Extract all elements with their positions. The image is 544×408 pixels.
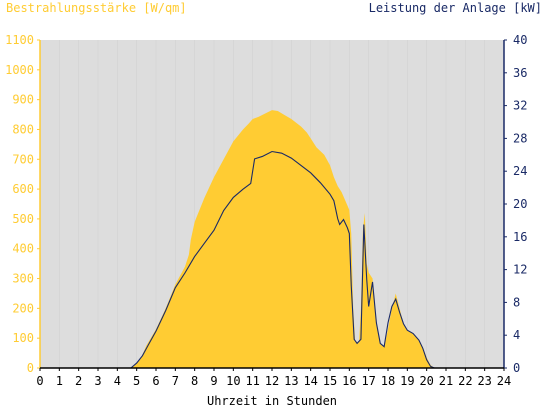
left-tick-label: 800 <box>12 122 34 136</box>
right-tick-label: 40 <box>513 33 527 47</box>
right-axis-ticks: 0 4 8 12 16 20 24 28 32 36 40 <box>504 33 527 375</box>
left-tick-label: 100 <box>12 331 34 345</box>
left-tick-label: 900 <box>12 93 34 107</box>
left-tick-label: 1100 <box>5 33 34 47</box>
left-tick-label: 200 <box>12 301 34 315</box>
x-tick-label: 10 <box>226 374 240 388</box>
left-axis-ticks: 0 100 200 300 400 500 600 700 800 900 1000 1100 <box>5 33 40 375</box>
right-tick-label: 32 <box>513 99 527 113</box>
x-tick-label: 0 <box>36 374 43 388</box>
x-tick-label: 23 <box>477 374 491 388</box>
right-tick-label: 8 <box>513 295 520 309</box>
x-tick-label: 19 <box>400 374 414 388</box>
x-tick-label: 2 <box>75 374 82 388</box>
x-tick-label: 24 <box>497 374 511 388</box>
x-axis-title: Uhrzeit in Stunden <box>207 394 337 408</box>
x-tick-label: 11 <box>245 374 259 388</box>
left-tick-label: 700 <box>12 152 34 166</box>
x-tick-label: 4 <box>114 374 121 388</box>
x-tick-label: 18 <box>381 374 395 388</box>
x-tick-label: 17 <box>361 374 375 388</box>
x-tick-label: 3 <box>94 374 101 388</box>
x-tick-label: 22 <box>458 374 472 388</box>
left-tick-label: 500 <box>12 212 34 226</box>
x-tick-label: 7 <box>172 374 179 388</box>
irradiance-area <box>40 110 504 368</box>
x-axis-ticks: 0 1 2 3 4 5 6 7 8 9 10 11 12 13 14 15 16 17 18 19 20 21 22 23 24 <box>36 368 511 388</box>
right-tick-label: 4 <box>513 328 520 342</box>
right-axis-title: Leistung der Anlage [kW] <box>369 1 542 15</box>
right-tick-label: 36 <box>513 66 527 80</box>
x-tick-label: 21 <box>439 374 453 388</box>
x-tick-label: 14 <box>303 374 317 388</box>
x-tick-label: 12 <box>265 374 279 388</box>
x-tick-label: 8 <box>191 374 198 388</box>
x-tick-label: 5 <box>133 374 140 388</box>
x-tick-label: 6 <box>152 374 159 388</box>
x-tick-label: 1 <box>56 374 63 388</box>
left-tick-label: 400 <box>12 242 34 256</box>
left-tick-label: 1000 <box>5 63 34 77</box>
power-line <box>40 150 504 369</box>
right-tick-label: 24 <box>513 164 527 178</box>
x-tick-label: 15 <box>323 374 337 388</box>
right-tick-label: 16 <box>513 230 527 244</box>
right-tick-label: 28 <box>513 131 527 145</box>
right-tick-label: 0 <box>513 361 520 375</box>
x-tick-label: 13 <box>284 374 298 388</box>
left-tick-label: 300 <box>12 272 34 286</box>
x-tick-label: 16 <box>342 374 356 388</box>
x-tick-label: 20 <box>419 374 433 388</box>
left-tick-label: 600 <box>12 182 34 196</box>
left-tick-label: 0 <box>27 361 34 375</box>
x-tick-label: 9 <box>210 374 217 388</box>
right-tick-label: 20 <box>513 197 527 211</box>
left-axis-title: Bestrahlungsstärke [W/qm] <box>6 1 187 15</box>
right-tick-label: 12 <box>513 263 527 277</box>
